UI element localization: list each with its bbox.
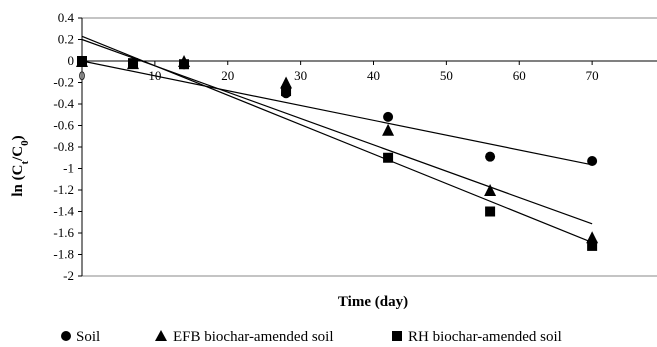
x-tick-label: 60	[513, 68, 526, 83]
x-tick-label: 30	[294, 68, 307, 83]
legend-label-efb: EFB biochar-amended soil	[173, 329, 334, 345]
data-point	[77, 56, 87, 66]
x-tick-label: 0	[79, 68, 86, 83]
legend-label-soil: Soil	[76, 329, 100, 345]
data-point	[587, 240, 598, 251]
y-tick-label: -0.6	[53, 118, 74, 133]
legend: Soil EFB biochar-amended soil RH biochar…	[61, 329, 562, 345]
y-tick-label: -1.6	[53, 225, 74, 240]
trendline	[81, 35, 593, 244]
legend-label-rh: RH biochar-amended soil	[408, 329, 562, 345]
data-point	[280, 76, 293, 89]
data-point	[382, 123, 395, 136]
data-point	[587, 155, 598, 166]
data-point	[484, 184, 497, 196]
y-tick-label: 0.2	[58, 32, 74, 47]
series-group	[76, 35, 599, 251]
y-tick-label: -1.8	[53, 247, 74, 262]
legend-marker-efb	[155, 330, 167, 341]
data-point	[179, 59, 190, 70]
legend-marker-rh	[392, 331, 402, 341]
plot-area	[81, 17, 657, 277]
y-tick-label: -0.8	[53, 139, 74, 154]
data-point	[485, 151, 496, 162]
y-tick-label: 0.4	[58, 10, 75, 25]
y-tick-label: -1	[63, 161, 74, 176]
data-point	[586, 231, 599, 244]
legend-marker-soil	[61, 331, 71, 341]
y-tick-label: -1.4	[53, 204, 74, 219]
data-point	[485, 206, 496, 217]
x-tick-label: 70	[586, 68, 599, 83]
y-tick-label: -2	[63, 268, 74, 283]
data-point	[128, 58, 139, 69]
trendline	[81, 60, 593, 166]
x-tick-label: 20	[221, 68, 234, 83]
y-tick-label: 0	[68, 53, 75, 68]
x-tick-label: 40	[367, 68, 380, 83]
y-tick-label: -1.2	[53, 182, 74, 197]
data-point	[281, 86, 292, 97]
y-axis-title: ln (Ct/C0)	[10, 135, 31, 196]
y-tick-label: -0.4	[53, 96, 74, 111]
data-point	[383, 152, 394, 163]
x-tick-label: 50	[440, 68, 453, 83]
x-axis-title: Time (day)	[338, 294, 408, 310]
data-point	[383, 111, 394, 122]
tick-labels: 0.4 0.2 0 -0.2 -0.4 -0.6 -0.8 -1 -1.2 -1.4 -1.6 -1.…	[53, 10, 599, 283]
y-tick-label: -0.2	[53, 75, 74, 90]
